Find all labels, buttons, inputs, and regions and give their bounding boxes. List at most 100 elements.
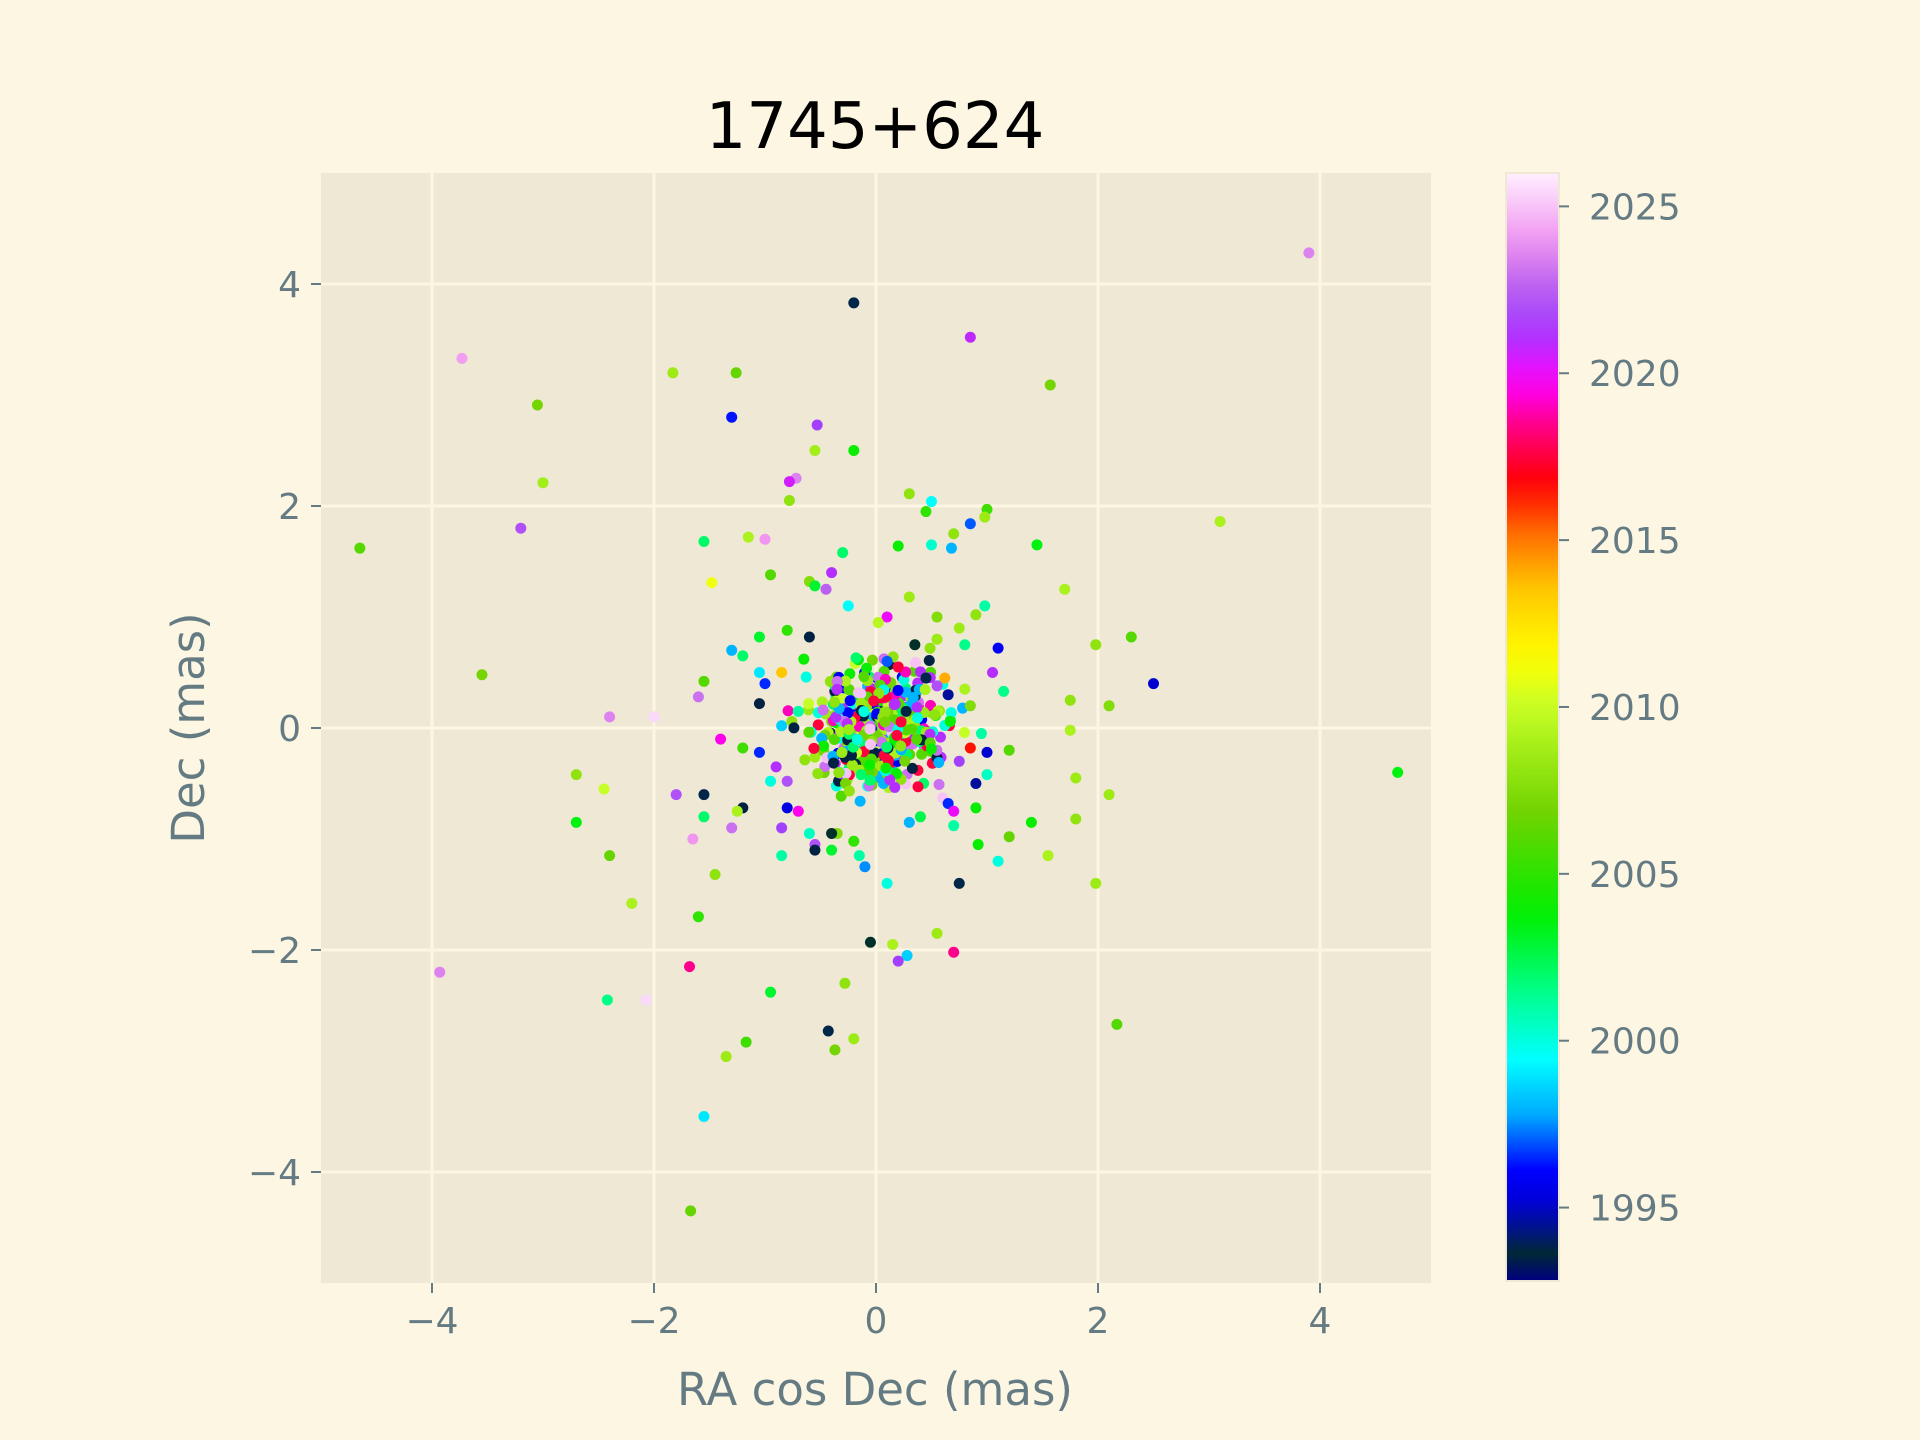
data-point [802, 698, 814, 710]
data-point [799, 754, 811, 766]
data-point [848, 1033, 860, 1045]
data-point [929, 709, 941, 721]
data-point [783, 494, 795, 506]
data-point [858, 671, 870, 683]
data-point [933, 756, 945, 768]
data-point [698, 675, 710, 687]
chart-title: 1745+624 [706, 90, 1045, 164]
data-point [933, 779, 945, 791]
data-point [812, 768, 824, 780]
data-point [934, 731, 946, 743]
data-point [842, 600, 854, 612]
data-point [964, 742, 976, 754]
data-point [911, 733, 923, 745]
data-point [964, 331, 976, 343]
data-point [859, 861, 871, 873]
data-point [1148, 678, 1159, 690]
data-point [1214, 516, 1226, 528]
data-point [1103, 789, 1115, 801]
y-tick-label: 2 [278, 487, 301, 528]
data-point [737, 650, 749, 662]
data-point [811, 419, 823, 431]
data-point [931, 680, 943, 692]
data-point [456, 352, 468, 364]
data-point [640, 994, 652, 1006]
data-point [892, 955, 904, 967]
data-point [788, 722, 800, 734]
data-point [742, 531, 754, 543]
data-point [829, 1044, 841, 1056]
data-point [872, 617, 884, 629]
data-point [1070, 772, 1082, 784]
data-point [765, 986, 777, 998]
data-point [776, 720, 788, 732]
data-point [1042, 850, 1054, 862]
data-point [698, 536, 710, 548]
data-point [842, 707, 854, 719]
data-point [730, 367, 742, 379]
y-tick-label: −4 [248, 1153, 301, 1194]
data-point [515, 522, 527, 534]
data-point [828, 757, 840, 769]
data-point [900, 724, 912, 736]
data-point [835, 790, 847, 802]
data-point [992, 642, 1004, 654]
data-point [892, 540, 904, 552]
data-point [809, 580, 821, 592]
data-point [759, 533, 771, 545]
data-point [848, 835, 860, 847]
data-point [972, 839, 984, 851]
data-point [916, 748, 928, 760]
data-point [1111, 1018, 1123, 1030]
data-point [944, 716, 956, 728]
data-points [354, 247, 1404, 1217]
data-point [979, 600, 991, 612]
data-point [964, 518, 976, 530]
data-point [792, 805, 804, 817]
data-point [919, 684, 931, 696]
colorbar [1505, 172, 1560, 1282]
data-point [912, 781, 924, 793]
data-point [836, 746, 848, 758]
data-point [964, 700, 976, 712]
data-point [753, 746, 765, 758]
data-point [888, 699, 900, 711]
data-point [895, 740, 907, 752]
data-point [782, 705, 794, 717]
data-point [939, 672, 951, 684]
data-point [837, 547, 849, 559]
data-point [816, 696, 828, 708]
data-point [601, 994, 613, 1006]
data-point [864, 723, 876, 735]
data-point [953, 877, 965, 889]
data-point [354, 542, 366, 554]
data-point [698, 789, 710, 801]
data-point [864, 738, 876, 750]
data-point [981, 769, 993, 781]
data-point [909, 639, 921, 651]
data-point [868, 695, 880, 707]
data-point [843, 785, 855, 797]
data-point [812, 719, 824, 731]
data-point [892, 684, 904, 696]
data-point [803, 631, 815, 643]
data-point [881, 877, 893, 889]
data-point [1070, 813, 1082, 825]
data-point [803, 726, 815, 738]
data-point [809, 445, 821, 456]
data-point [998, 685, 1010, 697]
data-point [850, 652, 862, 664]
data-point [830, 711, 842, 723]
data-point [1392, 766, 1404, 778]
data-point [692, 911, 704, 923]
data-point [923, 654, 935, 666]
data-point [1064, 724, 1076, 736]
data-point [948, 820, 960, 832]
data-point [979, 511, 991, 523]
data-point [881, 611, 893, 623]
data-point [753, 698, 765, 710]
data-point [884, 774, 896, 786]
data-point [851, 734, 863, 746]
data-point [906, 762, 918, 774]
data-point [975, 728, 987, 740]
